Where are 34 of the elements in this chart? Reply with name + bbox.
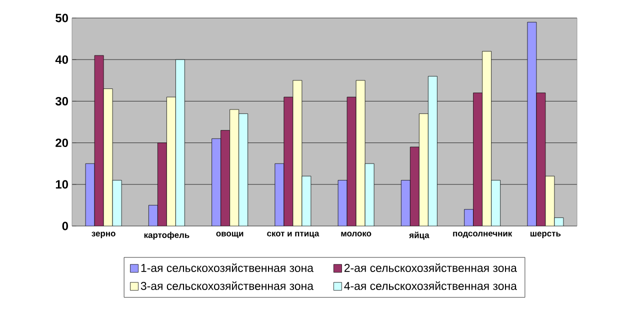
x-tick-label: картофель <box>144 232 190 240</box>
bar <box>212 138 222 226</box>
bar <box>238 113 248 226</box>
y-tick-label: 0 <box>62 222 68 230</box>
x-tick-label: овощи <box>216 232 244 238</box>
bar <box>175 59 185 226</box>
bar <box>473 92 483 226</box>
y-tick-label: 50 <box>56 14 68 22</box>
bar <box>230 109 240 226</box>
legend-label: 1-ая сельскохозяйственная зона <box>141 263 314 272</box>
legend-label: 4-ая сельскохозяйственная зона <box>344 281 517 290</box>
bar <box>220 130 230 226</box>
x-tick-label: скот и птица <box>267 232 320 238</box>
bar <box>464 209 474 226</box>
bar <box>166 96 176 226</box>
x-tick-label: подсолнечник <box>453 232 512 238</box>
y-tick-label: 10 <box>56 180 68 189</box>
bar <box>491 180 501 226</box>
x-tick-label: молоко <box>341 232 372 236</box>
legend-label: 3-ая сельскохозяйственная зона <box>140 281 314 290</box>
y-tick-label: 20 <box>56 138 68 148</box>
legend-label: 2-ая сельскохозяйственная зона <box>344 263 517 272</box>
x-tick-label: зерно <box>92 232 116 238</box>
y-tick-label: 30 <box>55 96 68 106</box>
x-tick-label: яйца <box>409 232 430 240</box>
bar <box>410 146 420 226</box>
x-tick-label: шерсть <box>530 232 561 238</box>
y-tick-label: 40 <box>55 55 68 64</box>
bar <box>157 142 167 226</box>
bar <box>418 113 428 226</box>
bar <box>428 76 438 226</box>
bar <box>148 205 158 226</box>
bar <box>482 51 492 226</box>
bar <box>400 180 410 226</box>
